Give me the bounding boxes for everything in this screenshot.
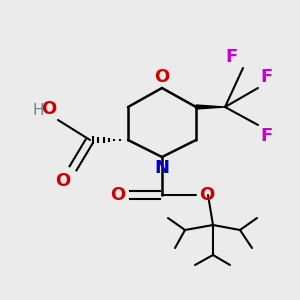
Text: F: F — [226, 48, 238, 66]
Text: H: H — [32, 103, 44, 118]
Text: O: O — [41, 100, 56, 118]
Text: O: O — [199, 186, 214, 204]
Text: F: F — [260, 127, 272, 145]
Polygon shape — [196, 105, 225, 109]
Text: N: N — [154, 159, 169, 177]
Text: F: F — [260, 68, 272, 86]
Text: O: O — [154, 68, 169, 86]
Text: O: O — [110, 186, 125, 204]
Text: O: O — [55, 172, 70, 190]
